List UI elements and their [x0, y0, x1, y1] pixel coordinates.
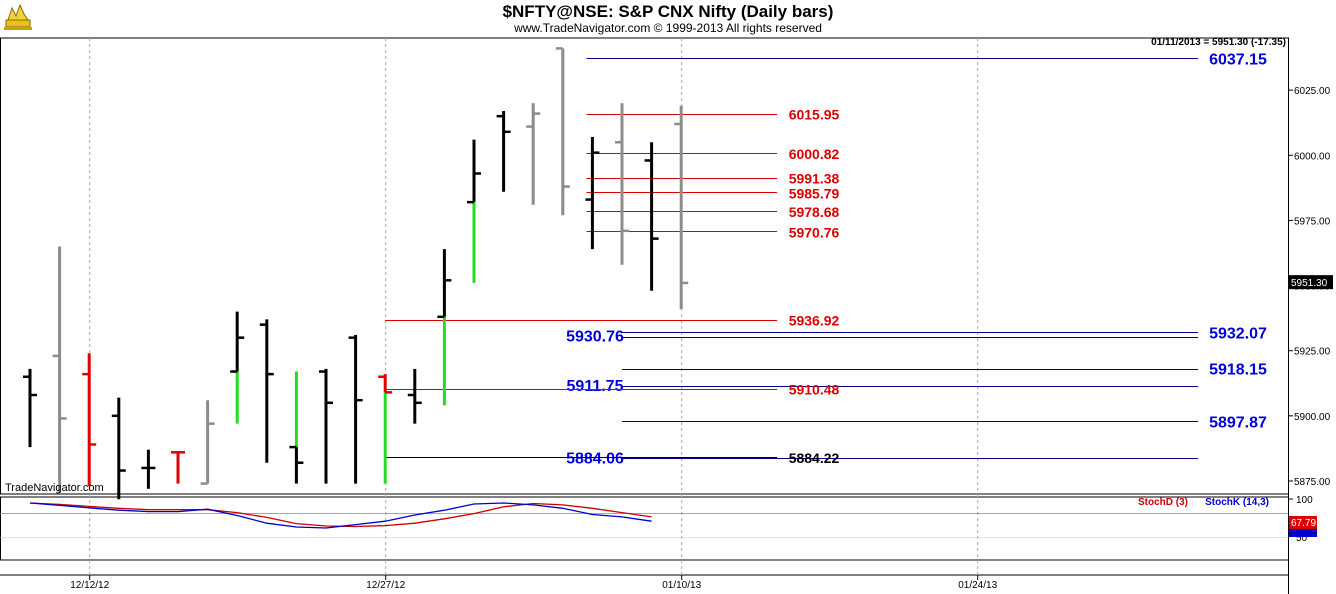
- level-label: 5991.38: [789, 171, 840, 187]
- price-tick-label: 6025.00: [1294, 86, 1331, 97]
- date-tick-label: 12/27/12: [366, 580, 405, 591]
- stochastic-panel: 100 50 67.79: [0, 495, 1317, 544]
- level-label: 5884.22: [789, 450, 840, 466]
- chart-frame: [0, 37, 1289, 594]
- level-label: 6015.95: [789, 107, 840, 123]
- price-tick-label: 6000.00: [1294, 151, 1331, 162]
- last-quote-readout: 01/11/2013 = 5951.30 (-17.35): [1151, 37, 1286, 48]
- stoch-d-line: [29, 502, 652, 528]
- watermark-text: TradeNavigator.com: [5, 482, 104, 494]
- level-label: 5936.92: [789, 313, 840, 329]
- level-label: 5970.76: [789, 224, 840, 240]
- price-axis: 5875.005900.005925.005950.005975.006000.…: [1288, 86, 1333, 488]
- stoch-tick-label: 50: [1296, 533, 1308, 544]
- price-panel-border: [0, 37, 1289, 495]
- price-tick-label: 5875.00: [1294, 477, 1331, 488]
- level-label: 5985.79: [789, 185, 840, 201]
- ohlc-bars: [23, 47, 689, 500]
- trade-navigator-logo-icon: [4, 3, 32, 30]
- stoch-k-legend: StochK (14,3): [1205, 497, 1269, 508]
- last-price-box: [1289, 275, 1333, 290]
- chart-title: $NFTY@NSE: S&P CNX Nifty (Daily bars): [502, 2, 834, 21]
- level-label: 5910.48: [789, 382, 840, 398]
- stoch-panel-border: [0, 496, 1289, 561]
- date-tick-label: 01/10/13: [662, 580, 701, 591]
- stoch-k-marker: [1289, 529, 1317, 537]
- stoch-d-value-label: 67.79: [1291, 518, 1316, 529]
- stoch-d-value-box: [1289, 516, 1317, 529]
- level-label: 5978.68: [789, 204, 840, 220]
- date-tick-label: 12/12/12: [70, 580, 109, 591]
- chart-subtitle: www.TradeNavigator.com © 1999-2013 All r…: [514, 21, 822, 35]
- level-label: 5930.76: [566, 329, 624, 346]
- stoch-tick-label: 100: [1296, 495, 1313, 506]
- price-tick-label: 5900.00: [1294, 412, 1331, 423]
- stoch-d-legend: StochD (3): [1138, 497, 1188, 508]
- price-tick-label: 5975.00: [1294, 216, 1331, 227]
- last-price-label: 5951.30: [1291, 278, 1328, 289]
- level-label: 5884.06: [566, 450, 624, 467]
- price-tick-label: 5925.00: [1294, 347, 1331, 358]
- level-label: 5918.15: [1209, 362, 1267, 379]
- stoch-k-line: [29, 502, 652, 529]
- chart-header: $NFTY@NSE: S&P CNX Nifty (Daily bars) ww…: [0, 0, 1336, 38]
- level-label: 6037.15: [1209, 51, 1267, 68]
- date-axis: 12/12/12 12/27/12 01/10/13 01/24/13: [70, 575, 998, 591]
- date-tick-label: 01/24/13: [958, 580, 997, 591]
- level-label: 5911.75: [567, 378, 624, 395]
- level-label: 5897.87: [1209, 414, 1267, 431]
- level-label: 5932.07: [1209, 325, 1267, 342]
- level-label: 6000.82: [789, 146, 840, 162]
